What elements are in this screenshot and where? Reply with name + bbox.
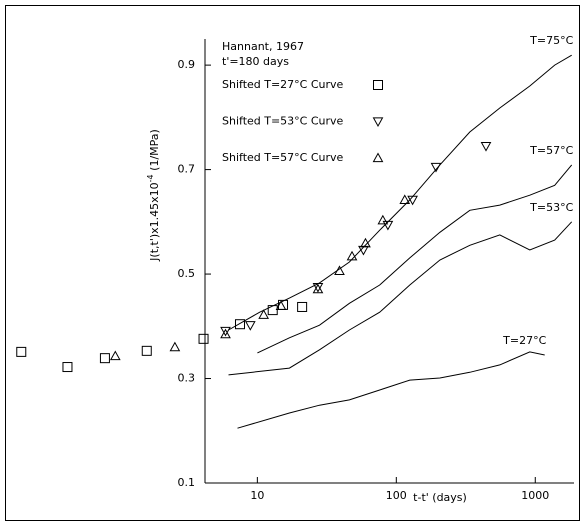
y-axis-label-exponent: -4	[146, 174, 155, 182]
marker	[99, 353, 110, 364]
marker	[62, 362, 73, 373]
legend-marker	[373, 80, 383, 90]
curve	[237, 351, 545, 429]
y-tick-label: 0.9	[178, 58, 196, 71]
marker	[399, 194, 411, 204]
curve-label: T=27°C	[502, 334, 546, 347]
legend-label: Shifted T=27°C Curve	[222, 78, 344, 91]
legend-marker	[372, 152, 384, 163]
x-tick-label: 10	[250, 489, 264, 502]
annotation: Hannant, 1967	[222, 40, 304, 53]
legend-label: Shifted T=53°C Curve	[222, 115, 344, 128]
marker	[234, 319, 245, 330]
curve	[257, 164, 573, 354]
marker	[312, 283, 324, 294]
frame	[5, 5, 580, 521]
curve-label: T=75°C	[529, 34, 573, 47]
marker	[141, 345, 152, 356]
marker	[275, 300, 287, 311]
y-tick-label: 0.5	[178, 267, 196, 280]
marker	[377, 214, 389, 225]
y-axis-label-part: J(t,t')x1.45x10	[148, 182, 161, 261]
curve-label: T=53°C	[529, 201, 573, 214]
marker	[382, 220, 394, 231]
legend-marker	[372, 117, 384, 128]
marker	[220, 328, 231, 339]
marker	[346, 250, 358, 261]
curve	[228, 54, 572, 331]
marker	[258, 309, 269, 319]
marker	[109, 350, 121, 361]
marker	[407, 195, 418, 206]
marker	[16, 346, 27, 357]
y-axis-label-part: (1/MPa)	[148, 129, 161, 174]
legend-label: Shifted T=57°C Curve	[222, 151, 344, 164]
marker	[297, 301, 308, 312]
y-axis-label: J(t,t')x1.45x10-4 (1/MPa)	[146, 129, 162, 262]
marker	[220, 326, 231, 337]
marker	[312, 283, 324, 293]
y-tick-label: 0.1	[178, 476, 196, 489]
y-tick-label: 0.7	[178, 163, 196, 176]
marker	[244, 321, 256, 331]
marker	[334, 265, 345, 276]
marker	[267, 305, 278, 316]
marker	[198, 333, 209, 344]
x-tick-label: 1000	[521, 489, 549, 502]
marker	[430, 162, 442, 173]
curve	[228, 221, 573, 376]
marker	[169, 341, 181, 352]
marker	[480, 141, 492, 152]
marker	[360, 237, 371, 248]
annotation: t'=180 days	[222, 55, 289, 68]
x-tick-label: 100	[386, 489, 407, 502]
curve-label: T=57°C	[529, 144, 573, 157]
y-tick-label: 0.3	[178, 372, 196, 385]
x-axis-label: t-t' (days)	[413, 491, 467, 504]
